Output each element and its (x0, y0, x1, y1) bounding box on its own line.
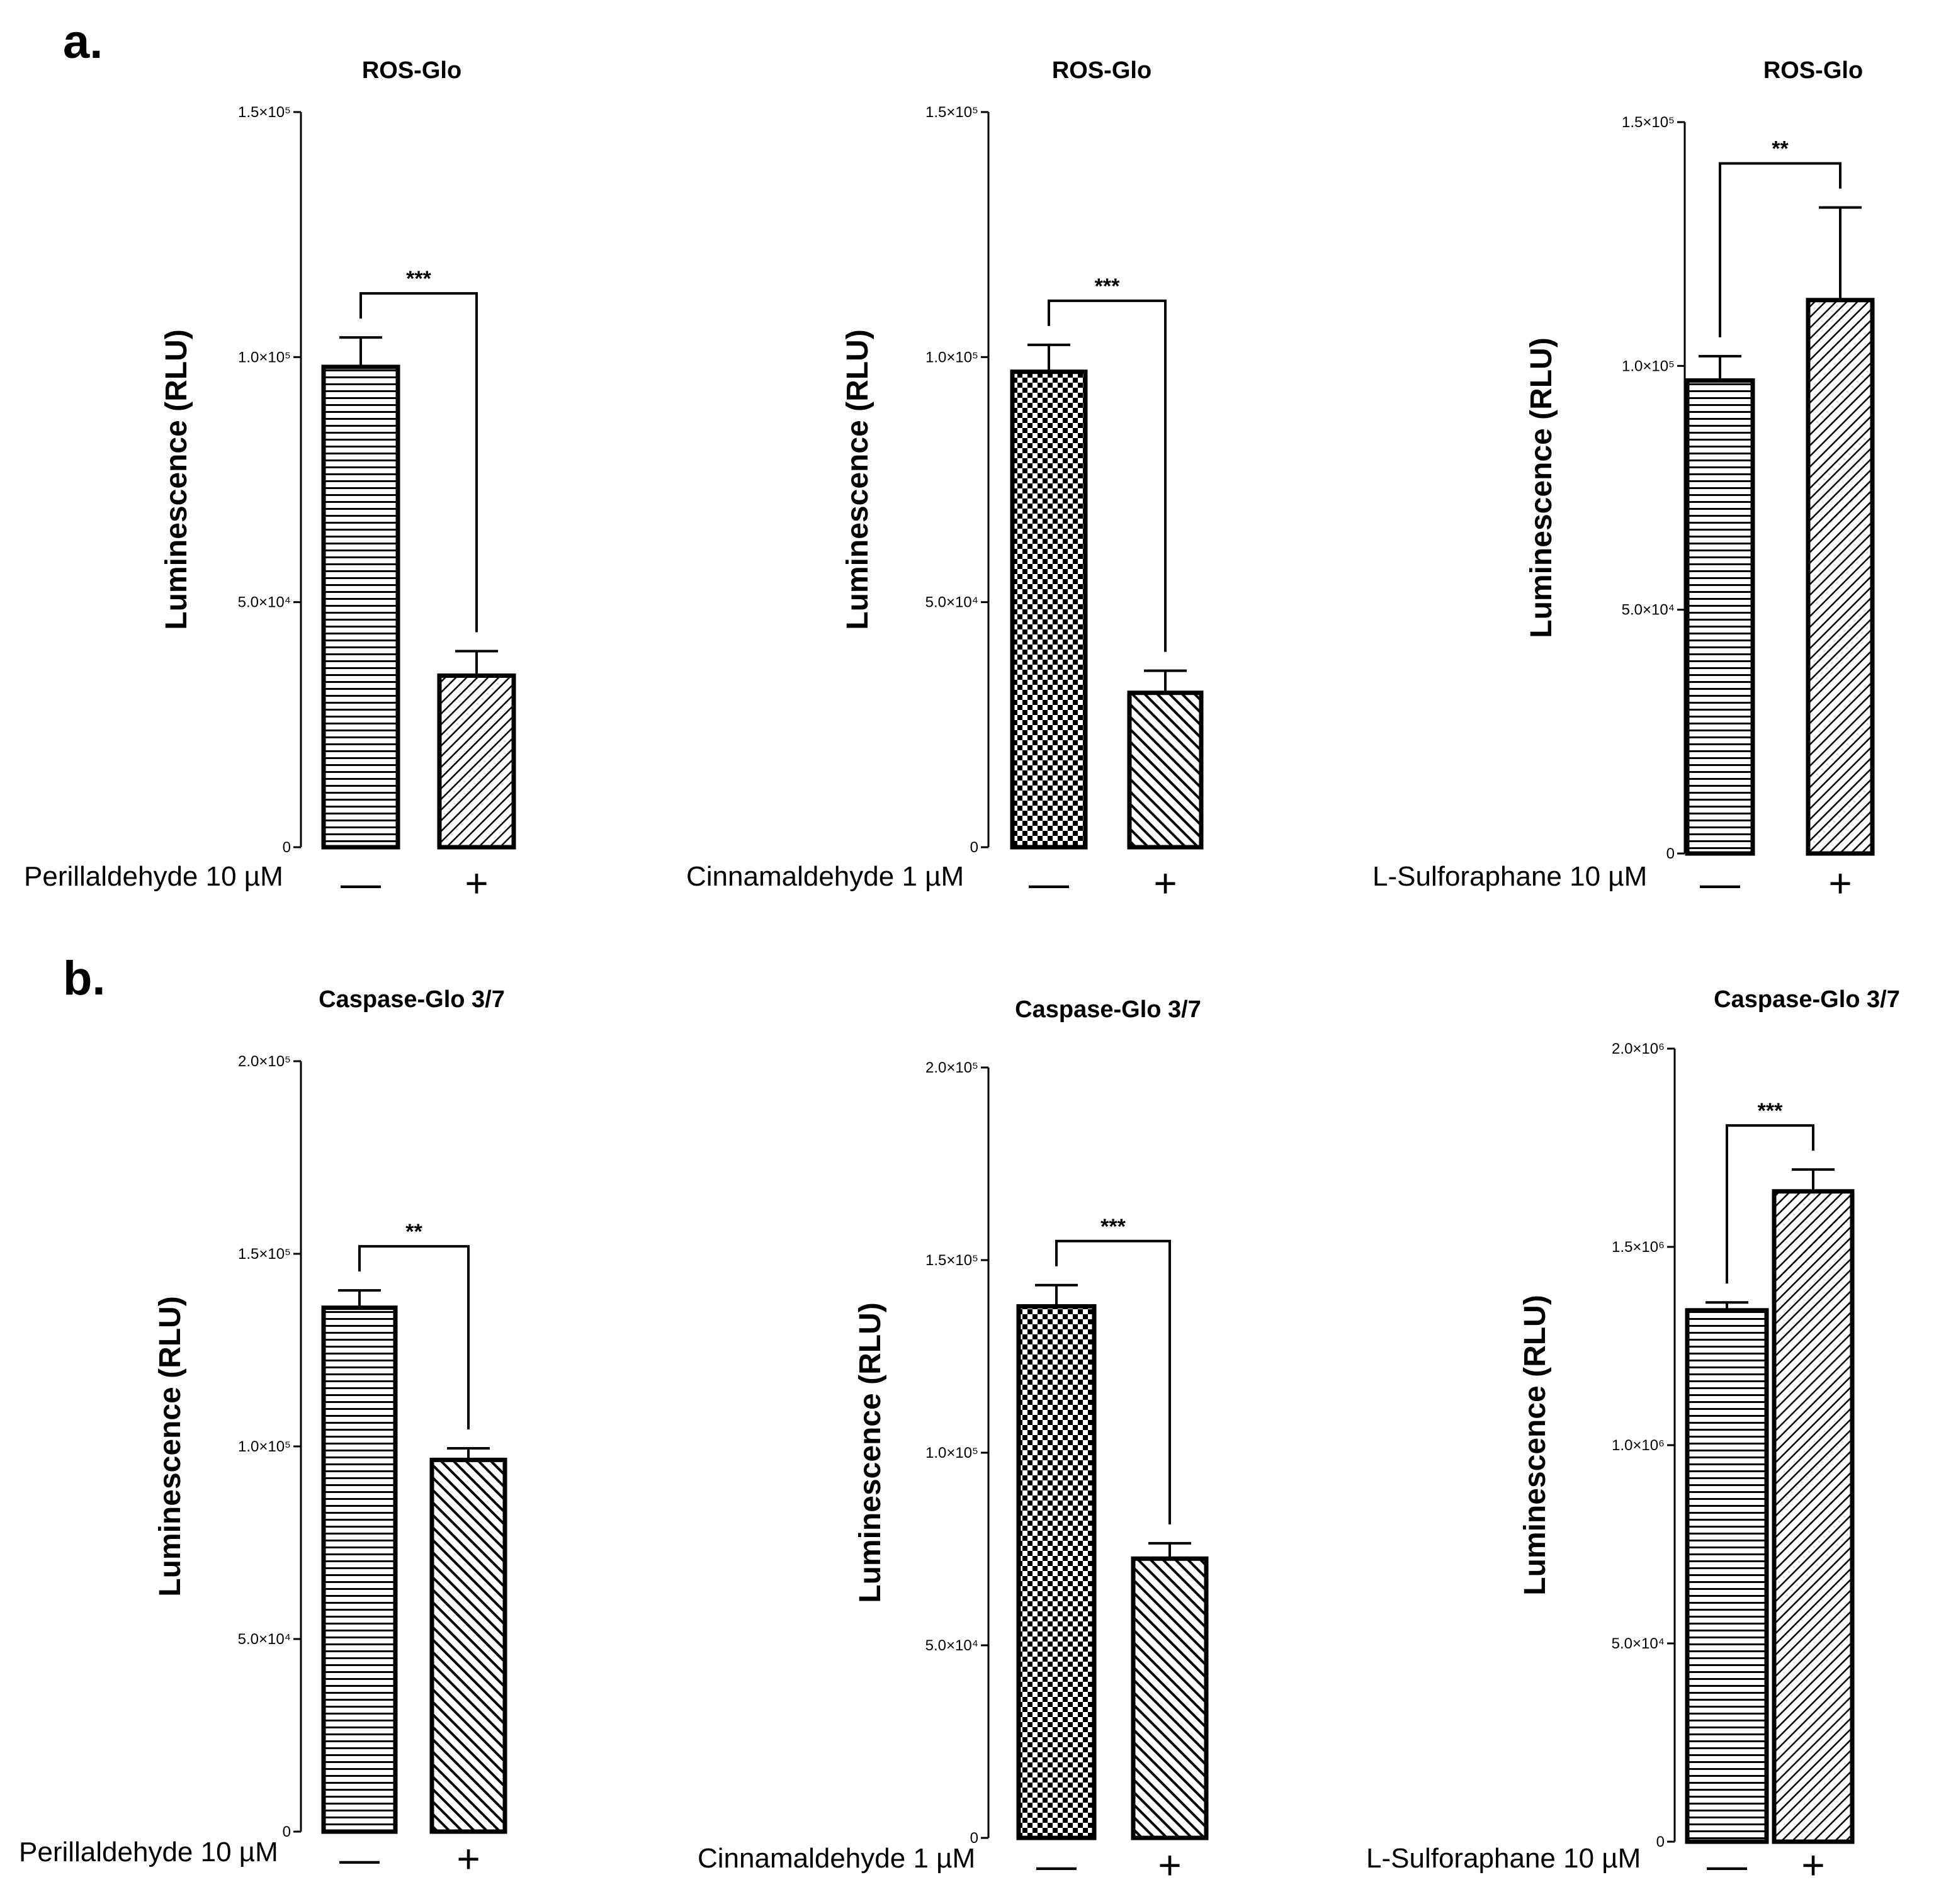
x-tick-label: + (1153, 860, 1177, 906)
x-condition-label: Perillaldehyde 10 µM (19, 1837, 278, 1867)
y-tick-label: 1.5×10⁵ (925, 104, 978, 121)
bar-treated (1772, 1189, 1855, 1844)
x-tick-label: — (1036, 1842, 1077, 1888)
x-tick-label: + (1828, 860, 1852, 906)
significance-label: *** (406, 267, 431, 291)
chart-6: Caspase-Glo 3/7 0 5.0×10⁴ 1.0×10⁶ 1.5×10⁶ 2.0… (1366, 986, 1900, 1888)
bar-control (1685, 1308, 1769, 1844)
x-tick-label: — (1700, 860, 1740, 906)
chart-title: Caspase-Glo 3/7 (319, 986, 505, 1013)
chart-title: ROS-Glo (362, 57, 461, 84)
x-tick-label: — (1707, 1842, 1747, 1888)
significance-bracket (1048, 299, 1167, 652)
y-tick-label: 2.0×10⁶ (1612, 1040, 1665, 1057)
chart-title: ROS-Glo (1763, 57, 1863, 84)
y-tick-label: 1.0×10⁵ (1622, 358, 1675, 375)
y-tick-label: 0 (970, 1830, 978, 1847)
chart-3: ROS-Glo 0 5.0×10⁴ 1.0×10⁵ 1.5×10⁵ Luminescenc… (1372, 57, 1875, 906)
bar-treated (1131, 1556, 1209, 1840)
y-tick-label: 0 (1656, 1834, 1665, 1850)
y-tick-label: 1.0×10⁵ (238, 1438, 291, 1455)
y-tick-label: 5.0×10⁴ (925, 594, 978, 611)
significance-label: *** (1758, 1099, 1783, 1123)
significance-label: *** (1100, 1215, 1126, 1239)
y-tick-label: 1.5×10⁵ (238, 1246, 291, 1263)
significance-bracket (1055, 1239, 1171, 1524)
significance-bracket (1726, 1124, 1814, 1284)
y-tick-label: 0 (1666, 845, 1675, 862)
y-axis-label: Luminescence (RLU) (154, 1296, 187, 1596)
chart-title: ROS-Glo (1052, 57, 1151, 84)
y-tick-label: 0 (283, 839, 291, 856)
y-tick-label: 1.0×10⁶ (1612, 1437, 1665, 1454)
y-axis-label: Luminescence (RLU) (1519, 1295, 1552, 1595)
y-tick-label: 5.0×10⁴ (238, 1631, 291, 1648)
y-tick-label: 1.5×10⁵ (925, 1252, 978, 1269)
x-tick-label: — (1029, 860, 1069, 906)
y-tick-label: 1.0×10⁵ (925, 349, 978, 366)
x-tick-label: — (339, 1836, 380, 1881)
chart-4: Caspase-Glo 3/7 0 5.0×10⁴ 1.0×10⁵ 1.5×10⁵ 2.0… (19, 986, 507, 1881)
bar-control (1685, 378, 1755, 856)
y-tick-label: 0 (970, 839, 978, 856)
y-tick-label: 5.0×10⁴ (925, 1637, 978, 1654)
y-tick-label: 1.0×10⁵ (925, 1445, 978, 1462)
bar-treated (429, 1457, 507, 1834)
charts-container: ROS-Glo 0 5.0×10⁴ 1.0×10⁵ 1.5×10⁵ Luminescenc… (19, 57, 1900, 1888)
bar-control (321, 1305, 398, 1834)
bar-control (1010, 369, 1088, 850)
panel-label-a: a. (63, 15, 103, 69)
chart-title: Caspase-Glo 3/7 (1015, 996, 1201, 1023)
significance-bracket (359, 292, 478, 633)
bar-control (321, 364, 400, 850)
y-tick-label: 5.0×10⁴ (238, 594, 291, 611)
x-tick-label: + (465, 860, 488, 906)
x-tick-label: + (456, 1836, 480, 1881)
panel-label-b: b. (63, 952, 106, 1005)
y-tick-label: 2.0×10⁵ (925, 1059, 978, 1076)
y-axis-label: Luminescence (RLU) (1525, 337, 1558, 638)
chart-1: ROS-Glo 0 5.0×10⁴ 1.0×10⁵ 1.5×10⁵ Luminescenc… (24, 57, 516, 906)
x-tick-label: + (1801, 1842, 1824, 1888)
y-tick-label: 1.5×10⁵ (238, 104, 291, 121)
chart-2: ROS-Glo 0 5.0×10⁴ 1.0×10⁵ 1.5×10⁵ Luminescenc… (686, 57, 1204, 906)
y-axis-label: Luminescence (RLU) (160, 329, 193, 629)
chart-5: Caspase-Glo 3/7 0 5.0×10⁴ 1.0×10⁵ 1.5×10⁵ 2.0… (698, 996, 1209, 1888)
y-tick-label: 1.0×10⁵ (238, 349, 291, 366)
y-tick-label: 1.5×10⁶ (1612, 1239, 1665, 1256)
x-tick-label: — (341, 860, 381, 906)
y-tick-label: 2.0×10⁵ (238, 1053, 291, 1070)
y-tick-label: 5.0×10⁴ (1612, 1635, 1665, 1652)
x-condition-label: L-Sulforaphane 10 µM (1366, 1843, 1641, 1874)
bar-treated (1127, 690, 1204, 850)
significance-label: ** (1772, 137, 1789, 161)
x-condition-label: Cinnamaldehyde 1 µM (686, 861, 964, 892)
x-condition-label: Cinnamaldehyde 1 µM (698, 1843, 975, 1874)
x-tick-label: + (1158, 1842, 1181, 1888)
x-condition-label: Perillaldehyde 10 µM (24, 861, 283, 892)
x-condition-label: L-Sulforaphane 10 µM (1372, 861, 1647, 892)
chart-title: Caspase-Glo 3/7 (1714, 986, 1900, 1013)
significance-bracket (358, 1245, 470, 1430)
bar-treated (437, 673, 516, 850)
y-tick-label: 5.0×10⁴ (1622, 602, 1675, 619)
y-axis-label: Luminescence (RLU) (854, 1302, 887, 1603)
significance-label: ** (405, 1220, 422, 1244)
y-tick-label: 0 (283, 1823, 291, 1840)
bar-treated (1806, 298, 1875, 856)
significance-label: *** (1095, 274, 1120, 298)
y-tick-label: 1.5×10⁵ (1622, 114, 1675, 131)
significance-bracket (1719, 162, 1841, 337)
y-axis-label: Luminescence (RLU) (841, 329, 874, 629)
bar-control (1016, 1304, 1097, 1840)
